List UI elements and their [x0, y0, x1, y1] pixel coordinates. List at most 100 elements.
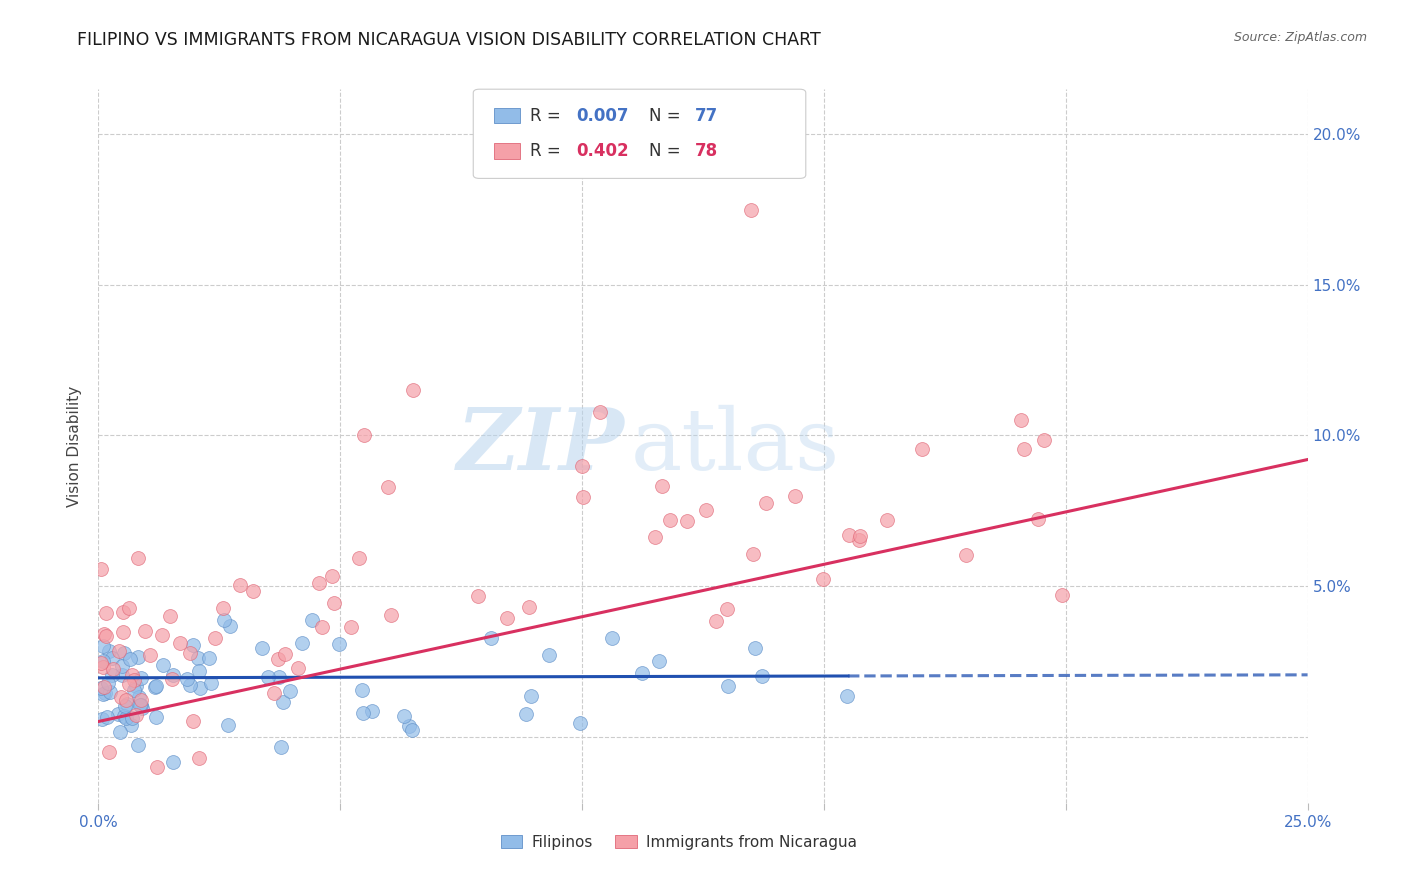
Point [111, 668, 134, 682]
Point [402, 384, 425, 398]
Point [217, 718, 239, 732]
Point [143, 680, 166, 694]
Point [188, 751, 211, 765]
Point [352, 706, 374, 720]
Point [361, 704, 384, 718]
Point [129, 698, 152, 713]
Point [120, 718, 142, 732]
Point [911, 442, 934, 456]
Point [271, 695, 294, 709]
Point [785, 489, 807, 503]
Point [204, 631, 226, 645]
Point [162, 668, 184, 682]
Point [138, 648, 160, 663]
Point [1033, 434, 1056, 448]
Point [107, 644, 129, 658]
Point [291, 636, 314, 650]
Point [519, 599, 541, 614]
Point [876, 513, 898, 527]
Point [115, 697, 138, 711]
Point [162, 755, 184, 769]
Point [571, 458, 593, 473]
Text: FILIPINO VS IMMIGRANTS FROM NICARAGUA VISION DISABILITY CORRELATION CHART: FILIPINO VS IMMIGRANTS FROM NICARAGUA VI… [77, 31, 821, 49]
Point [93, 680, 115, 694]
Point [242, 584, 264, 599]
Point [107, 707, 129, 722]
Point [323, 596, 346, 610]
Point [716, 602, 738, 616]
Point [212, 601, 235, 615]
Point [600, 631, 623, 645]
Point [150, 628, 173, 642]
Point [267, 652, 290, 666]
Point [838, 528, 860, 542]
Point [176, 672, 198, 686]
Point [128, 690, 150, 704]
Text: Source: ZipAtlas.com: Source: ZipAtlas.com [1233, 31, 1367, 45]
Point [588, 405, 610, 419]
Point [127, 551, 149, 566]
Point [572, 490, 595, 504]
Point [122, 673, 145, 687]
Point [751, 669, 773, 683]
Point [250, 640, 273, 655]
FancyBboxPatch shape [494, 108, 520, 123]
Point [91, 712, 114, 726]
Text: ZIP: ZIP [457, 404, 624, 488]
Point [658, 513, 681, 527]
Point [131, 692, 153, 706]
Point [1026, 512, 1049, 526]
Point [183, 714, 205, 729]
Point [101, 651, 124, 665]
Point [1050, 588, 1073, 602]
Point [122, 683, 145, 698]
Point [145, 679, 167, 693]
Point [100, 684, 122, 698]
Point [97, 675, 120, 690]
Point [1010, 412, 1032, 426]
Point [115, 693, 138, 707]
Point [742, 547, 765, 561]
Point [274, 647, 297, 661]
Point [179, 678, 201, 692]
Point [90, 657, 112, 671]
Point [110, 724, 132, 739]
Point [401, 723, 423, 737]
Point [112, 709, 135, 723]
Point [91, 654, 114, 668]
Point [91, 687, 114, 701]
Point [849, 529, 872, 543]
Point [651, 479, 673, 493]
Point [495, 611, 517, 625]
Point [96, 710, 118, 724]
Point [321, 568, 343, 582]
Point [169, 636, 191, 650]
Point [695, 502, 717, 516]
Point [91, 659, 114, 673]
Point [340, 620, 363, 634]
Text: 77: 77 [695, 107, 718, 125]
Point [308, 575, 330, 590]
Point [740, 202, 762, 217]
Point [124, 679, 146, 693]
Point [848, 533, 870, 547]
Point [114, 710, 136, 724]
Point [160, 672, 183, 686]
Point [129, 671, 152, 685]
Point [134, 624, 156, 639]
Point [121, 710, 143, 724]
Point [127, 738, 149, 752]
Text: atlas: atlas [630, 404, 839, 488]
Point [125, 708, 148, 723]
Point [179, 646, 201, 660]
Point [90, 681, 112, 696]
Point [118, 651, 141, 665]
Point [229, 577, 252, 591]
Point [377, 481, 399, 495]
Text: 0.402: 0.402 [576, 143, 628, 161]
Point [398, 718, 420, 732]
Point [219, 618, 242, 632]
Point [287, 661, 309, 675]
Point [110, 690, 132, 704]
Point [328, 637, 350, 651]
